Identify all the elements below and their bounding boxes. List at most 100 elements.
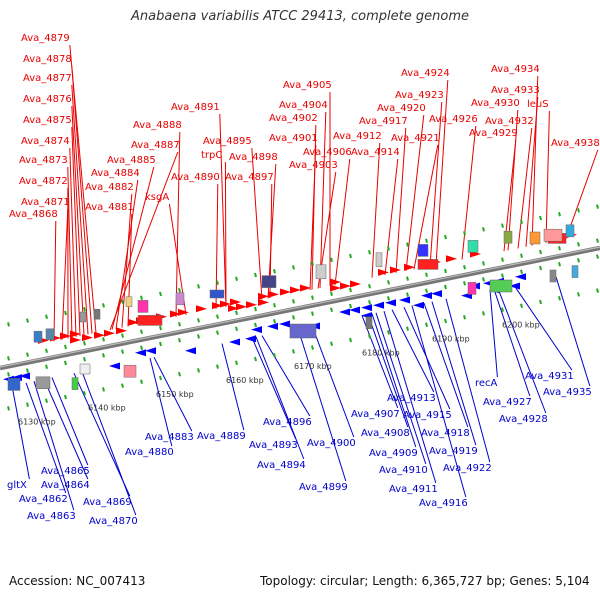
tick-row-upper-far-tick: [596, 204, 599, 209]
tick-row-lower-far-tick: [83, 390, 86, 396]
tick-row-lower-near-tick: [254, 322, 257, 328]
tick-row-lower-far-tick: [235, 360, 238, 366]
tick-row-upper-near-tick: [235, 310, 238, 316]
gene-leader-line: [431, 301, 477, 446]
reverse-gene-arrow: [431, 290, 442, 298]
tick-row-upper-near-tick: [26, 352, 29, 357]
tick-row-lower-near-tick: [368, 299, 371, 305]
gene-leader-line: [493, 289, 531, 397]
tick-row-lower-near-tick: [45, 364, 48, 370]
reverse-gene-label: Ava_4908: [361, 428, 410, 439]
gene-leader-line: [53, 220, 57, 342]
gene-leader-line: [69, 147, 77, 337]
tick-row-lower-near-tick: [121, 349, 124, 354]
reverse-gene-label: Ava_4864: [41, 480, 90, 491]
gene-leader-line: [71, 105, 85, 336]
tick-row-upper-far-tick: [349, 253, 352, 259]
kbp-axis-label: 6200 kbp: [502, 321, 540, 330]
forward-gene-label: Ava_4912: [333, 131, 382, 142]
forward-gene-label: trpC: [201, 150, 222, 161]
gene-leader-line: [497, 288, 547, 414]
backbone-highlight: [0, 246, 600, 368]
reverse-gene-label: Ava_4919: [429, 446, 478, 457]
gene-feature-block: [529, 231, 541, 245]
reverse-gene-label: Ava_4915: [403, 410, 452, 421]
forward-gene-arrow: [330, 284, 341, 292]
tick-row-lower-near-tick: [311, 311, 314, 316]
forward-gene-label: Ava_4921: [391, 133, 440, 144]
tick-row-upper-far-tick: [83, 306, 86, 312]
tick-row-upper-near-tick: [520, 253, 523, 259]
forward-gene-label: Ava_4901: [269, 133, 318, 144]
forward-gene-label: Ava_4914: [351, 147, 400, 158]
forward-gene-label: Ava_4878: [23, 54, 72, 65]
reverse-gene-label: Ava_4862: [19, 494, 68, 505]
gene-leader-line: [435, 79, 449, 265]
forward-gene-label: Ava_4924: [401, 68, 450, 79]
tick-row-lower-far-tick: [558, 295, 561, 301]
reverse-gene-arrow: [251, 326, 262, 334]
tick-row-lower-near-tick: [425, 288, 428, 294]
tick-row-lower-near-tick: [577, 258, 580, 263]
gene-leader-line: [149, 357, 173, 447]
tick-row-upper-far-tick: [463, 230, 466, 236]
forward-gene-label: Ava_4905: [283, 80, 332, 91]
forward-gene-label: Ava_4891: [171, 102, 220, 113]
gene-feature-block: [261, 275, 277, 288]
tick-row-upper-far-tick: [178, 287, 181, 293]
tick-row-upper-near-tick: [368, 283, 371, 289]
tick-row-lower-near-tick: [558, 261, 561, 267]
forward-gene-label: Ava_4934: [491, 64, 540, 75]
tick-row-upper-far-tick: [140, 295, 143, 301]
gene-leader-line: [367, 314, 409, 428]
tick-row-upper-near-tick: [387, 280, 390, 285]
tick-row-lower-near-tick: [159, 341, 162, 347]
forward-gene-arrow: [258, 298, 269, 306]
gene-leader-line: [384, 158, 399, 276]
tick-row-upper-far-tick: [577, 208, 580, 213]
tick-row-upper-far-tick: [26, 318, 29, 323]
forward-gene-label: Ava_4876: [23, 94, 72, 105]
tick-row-lower-far-tick: [330, 341, 333, 347]
tick-row-upper-near-tick: [216, 314, 219, 319]
tick-row-lower-far-tick: [577, 292, 580, 297]
gene-leader-line: [461, 125, 477, 260]
gene-leader-line: [224, 161, 227, 307]
kbp-axis-label: 6180 kbp: [362, 349, 400, 358]
gene-leader-line: [405, 114, 425, 271]
forward-gene-label: Ava_4874: [21, 136, 70, 147]
gene-feature-block: [565, 224, 575, 238]
reverse-gene-label: Ava_4896: [263, 417, 312, 428]
forward-gene-label: Ava_4873: [19, 155, 68, 166]
tick-row-upper-far-tick: [330, 257, 333, 263]
forward-gene-arrow: [378, 268, 389, 276]
forward-gene-arrow: [228, 304, 239, 312]
tick-row-lower-near-tick: [64, 360, 67, 366]
forward-gene-arrow: [116, 327, 127, 335]
forward-gene-label: Ava_4881: [85, 202, 134, 213]
genome-title: Anabaena variabilis ATCC 29413, complete…: [131, 9, 469, 24]
tick-row-upper-far-tick: [235, 276, 238, 282]
gene-leader-line: [61, 208, 69, 340]
reverse-gene-arrow: [245, 335, 256, 343]
reverse-gene-arrow: [267, 322, 278, 330]
tick-row-lower-far-tick: [178, 371, 181, 377]
gene-leader-line: [423, 303, 469, 428]
reverse-gene-label: Ava_4909: [369, 448, 418, 459]
gene-leader-line: [545, 110, 550, 243]
gene-leader-line: [175, 131, 181, 317]
tick-row-upper-far-tick: [216, 280, 219, 285]
gene-feature-block: [79, 311, 87, 323]
forward-gene-arrow: [258, 292, 269, 300]
reverse-gene-label: Ava_4883: [145, 432, 194, 443]
reverse-gene-label: Ava_4931: [525, 371, 574, 382]
tick-row-upper-far-tick: [406, 242, 409, 247]
reverse-gene-arrow: [509, 282, 520, 290]
gene-leader-line: [391, 309, 435, 393]
reverse-gene-label: Ava_4910: [379, 465, 428, 476]
forward-gene-arrow: [446, 255, 457, 263]
reverse-gene-arrow: [229, 338, 240, 346]
tick-row-upper-far-tick: [558, 211, 561, 217]
reverse-gene-arrow: [399, 296, 410, 304]
reverse-gene-arrow: [339, 308, 350, 316]
